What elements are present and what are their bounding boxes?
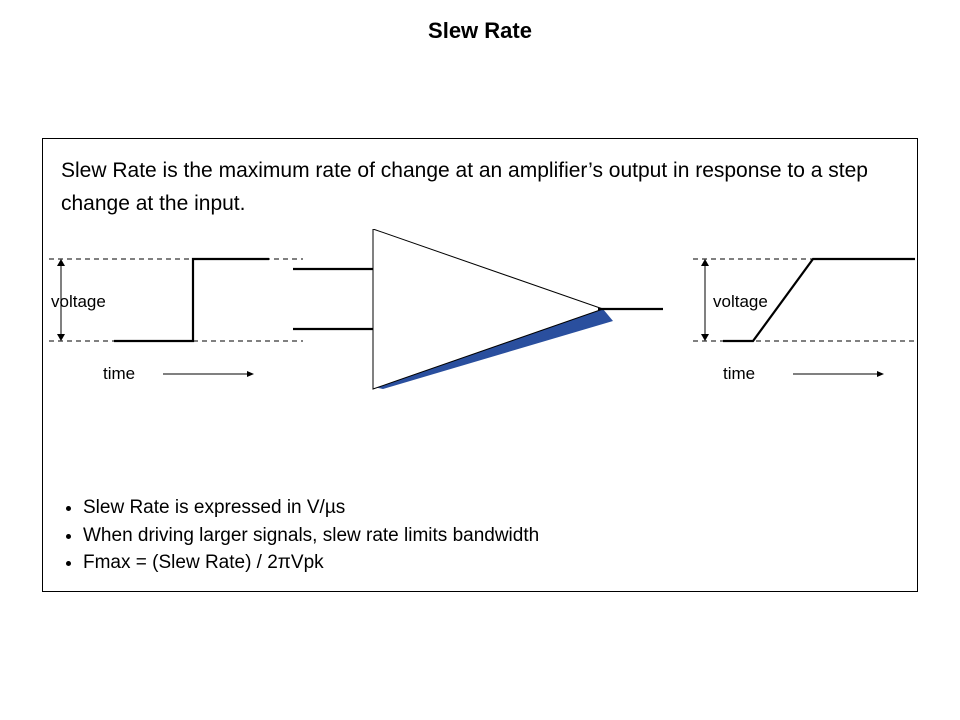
- svg-text:time: time: [723, 364, 755, 383]
- definition-text: Slew Rate is the maximum rate of change …: [61, 155, 899, 220]
- bullet-list: Slew Rate is expressed in V/µs When driv…: [61, 494, 539, 577]
- page-title: Slew Rate: [0, 0, 960, 44]
- bullet-item: When driving larger signals, slew rate l…: [83, 522, 539, 550]
- slide: Slew Rate Slew Rate is the maximum rate …: [0, 0, 960, 720]
- bullet-item: Fmax = (Slew Rate) / 2πVpk: [83, 549, 539, 577]
- svg-text:voltage: voltage: [51, 292, 106, 311]
- svg-text:voltage: voltage: [713, 292, 768, 311]
- bullet-item: Slew Rate is expressed in V/µs: [83, 494, 539, 522]
- content-panel: Slew Rate is the maximum rate of change …: [42, 138, 918, 592]
- svg-text:time: time: [103, 364, 135, 383]
- slew-rate-diagram: voltage time voltage time: [43, 229, 919, 459]
